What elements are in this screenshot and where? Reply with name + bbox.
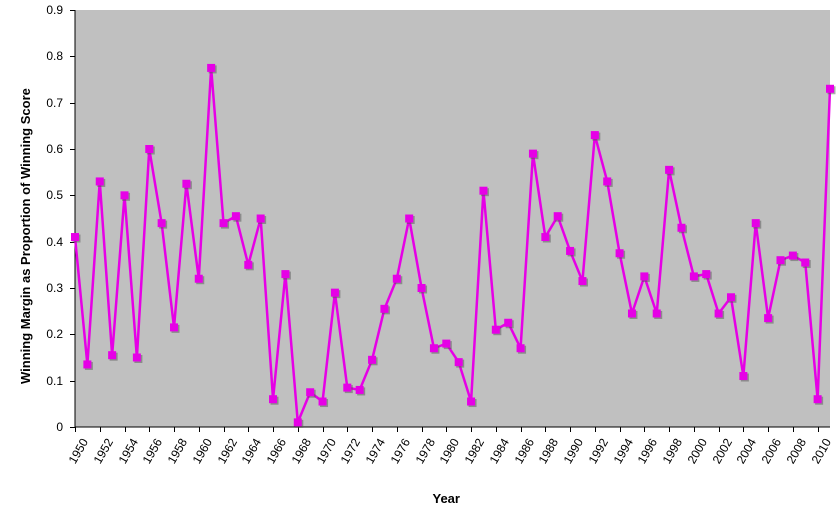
series-marker	[442, 340, 450, 348]
series-marker	[232, 212, 240, 220]
series-marker	[628, 309, 636, 317]
series-marker	[504, 319, 512, 327]
series-marker	[529, 150, 537, 158]
series-marker	[306, 388, 314, 396]
series-marker	[455, 358, 463, 366]
series-marker	[133, 354, 141, 362]
series-marker	[356, 386, 364, 394]
series-marker	[257, 215, 265, 223]
series-marker	[578, 277, 586, 285]
series-marker	[294, 418, 302, 426]
series-marker	[145, 145, 153, 153]
series-marker	[603, 177, 611, 185]
series-marker	[244, 261, 252, 269]
series-marker	[269, 395, 277, 403]
series-marker	[343, 384, 351, 392]
series-marker	[170, 323, 178, 331]
series-marker	[158, 219, 166, 227]
series-marker	[616, 249, 624, 257]
chart-container: Winning Margin as Proportion of Winning …	[0, 0, 840, 515]
series-marker	[479, 187, 487, 195]
series-marker	[752, 219, 760, 227]
series-marker	[418, 284, 426, 292]
series-marker	[121, 191, 129, 199]
series-marker	[195, 275, 203, 283]
series-marker	[467, 398, 475, 406]
series-marker	[739, 372, 747, 380]
series-marker	[71, 233, 79, 241]
series-marker	[281, 270, 289, 278]
series-marker	[640, 272, 648, 280]
series-marker	[702, 270, 710, 278]
series-marker	[826, 85, 834, 93]
series-marker	[764, 314, 772, 322]
series-marker	[554, 212, 562, 220]
series-marker	[393, 275, 401, 283]
series-marker	[380, 305, 388, 313]
series-marker	[331, 289, 339, 297]
series-marker	[83, 360, 91, 368]
axis-lines	[75, 10, 830, 427]
series-marker	[182, 180, 190, 188]
series-marker	[492, 326, 500, 334]
series-marker	[727, 293, 735, 301]
series-marker	[715, 309, 723, 317]
series-marker	[665, 166, 673, 174]
series-marker	[814, 395, 822, 403]
series-marker	[108, 351, 116, 359]
series-marker	[541, 233, 549, 241]
series-marker	[801, 259, 809, 267]
series-marker	[776, 256, 784, 264]
series-marker	[368, 356, 376, 364]
series-marker	[405, 215, 413, 223]
series-marker	[96, 177, 104, 185]
series-marker	[677, 224, 685, 232]
series-line	[75, 68, 830, 422]
series-marker	[690, 272, 698, 280]
series-marker	[591, 131, 599, 139]
series-marker	[430, 344, 438, 352]
series-marker	[220, 219, 228, 227]
series-marker	[207, 64, 215, 72]
line-series	[0, 0, 840, 515]
series-marker	[789, 252, 797, 260]
series-marker	[653, 309, 661, 317]
series-marker	[319, 398, 327, 406]
series-marker	[517, 344, 525, 352]
series-marker	[566, 247, 574, 255]
